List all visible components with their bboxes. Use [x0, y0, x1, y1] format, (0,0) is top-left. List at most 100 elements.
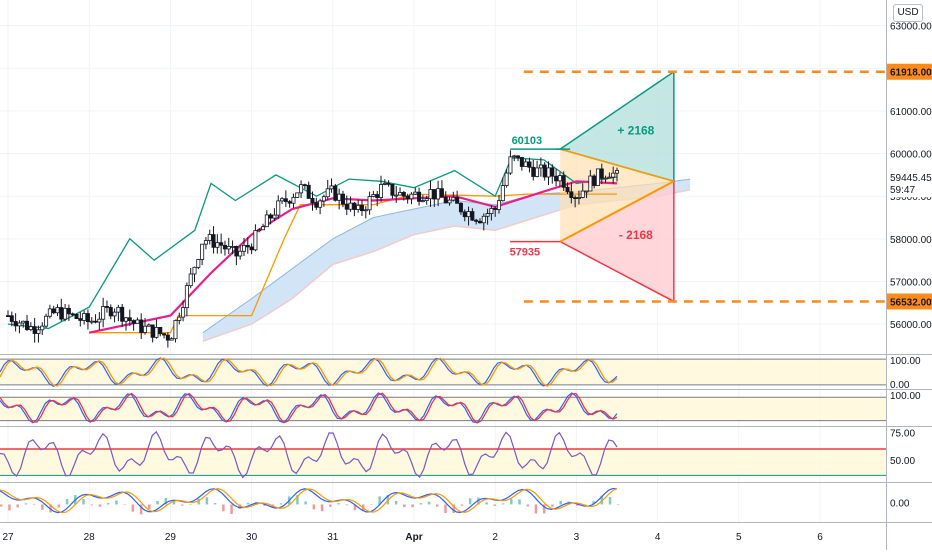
macd-histogram-bar	[8, 504, 11, 511]
macd-histogram-bar	[263, 504, 266, 506]
candle-body	[413, 191, 418, 195]
oscillator-band	[0, 397, 886, 421]
high-label: 60103	[512, 135, 543, 147]
candle-body	[120, 306, 125, 322]
candle-body	[531, 166, 536, 177]
candle-body	[207, 234, 212, 241]
candle-body	[580, 190, 585, 198]
candle-body	[59, 307, 64, 320]
time-tick-label: 31	[327, 532, 339, 543]
currency-button[interactable]: USD	[893, 4, 923, 22]
candle-body	[219, 242, 224, 246]
candle-body	[466, 211, 471, 218]
oscillator-tick-label: 100.00	[890, 356, 921, 367]
candle-body	[439, 188, 444, 198]
support-line	[559, 180, 675, 243]
time-tick-label: 5	[736, 532, 742, 543]
macd-histogram-bar	[246, 502, 250, 505]
macd-histogram-bar	[575, 504, 579, 506]
candle-body	[188, 273, 193, 287]
projection-tool[interactable]	[510, 70, 886, 303]
candle-body	[299, 184, 304, 194]
pattern-triangle	[560, 149, 674, 242]
time-tick-label: Apr	[405, 532, 422, 543]
macd-histogram-bar	[534, 504, 538, 514]
candle-body	[508, 156, 513, 174]
candle-body	[230, 245, 235, 248]
oscillator-tick-label: 75.00	[890, 429, 915, 440]
macd-histogram-bar	[24, 503, 28, 505]
price-tick-label: 61000.00	[890, 107, 932, 118]
macd-histogram-bar	[16, 504, 19, 508]
macd-histogram-bar	[411, 504, 414, 508]
oscillator-panes	[0, 357, 886, 515]
candle-body	[318, 200, 323, 208]
macd-histogram-bar	[172, 501, 176, 505]
candle-body	[371, 194, 376, 197]
candle-body	[470, 211, 475, 221]
candle-body	[527, 161, 532, 168]
candle-body	[200, 243, 205, 260]
candle-body	[485, 213, 490, 217]
macd-histogram-bar	[189, 504, 192, 505]
candle-body	[245, 244, 250, 248]
candle-body	[97, 318, 102, 323]
oscillator-band	[0, 449, 886, 476]
macd-histogram-bar	[345, 504, 349, 506]
candle-body	[306, 184, 311, 199]
candle-body	[409, 193, 414, 200]
candle-body	[257, 229, 262, 232]
candle-body	[131, 320, 136, 324]
time-axis[interactable]: 27 28 29 30 31 Apr 2 3 4 5 6	[2, 532, 823, 543]
candle-body	[192, 266, 197, 275]
oscillator-tick-label: 100.00	[890, 391, 921, 402]
macd-histogram-bar	[205, 497, 209, 505]
candle-body	[607, 176, 612, 179]
oscillator-line	[0, 430, 618, 479]
macd-histogram-bar	[238, 504, 242, 510]
macd-histogram-bar	[378, 496, 381, 505]
candle-body	[93, 320, 98, 323]
current-price-tag-bg	[887, 169, 932, 198]
macd-histogram-bar	[518, 499, 521, 505]
candle-body	[184, 285, 189, 309]
macd-histogram-bar	[608, 496, 612, 505]
macd-histogram-bar	[180, 504, 184, 506]
candle-body	[375, 194, 380, 198]
candle-body	[390, 183, 395, 196]
price-tick-label: 56000.00	[890, 320, 932, 331]
lower-target-tag: 56532.00	[890, 297, 932, 308]
macd-histogram-bar	[139, 504, 143, 515]
macd-histogram-bar	[106, 502, 110, 505]
macd-histogram-bar	[123, 504, 126, 505]
candle-body	[101, 306, 106, 320]
oscillator-signal-line	[0, 392, 618, 424]
candlesticks	[6, 150, 620, 348]
candle-body	[340, 193, 345, 205]
candle-body	[398, 192, 403, 196]
candle-body	[436, 188, 441, 200]
price-tick-label: 59000.00	[890, 192, 932, 203]
time-tick-label: 30	[246, 532, 258, 543]
candle-body	[561, 175, 566, 188]
macd-histogram-bar	[320, 504, 324, 512]
macd-histogram-bar	[41, 504, 44, 510]
macd-histogram-bar	[312, 504, 316, 510]
price-axis[interactable]: 63000.0062000.0061000.0060000.0059000.00…	[890, 22, 932, 510]
candle-body	[458, 202, 463, 213]
candle-body	[310, 197, 315, 204]
candle-body	[9, 315, 14, 322]
macd-histogram-bar	[57, 504, 61, 508]
candle-body	[226, 246, 231, 250]
candle-body	[104, 306, 109, 308]
candle-body	[603, 177, 608, 180]
macd-histogram-bar	[337, 503, 340, 505]
candle-body	[112, 311, 117, 317]
candle-body	[382, 182, 387, 185]
candle-body	[181, 307, 186, 318]
time-tick-label: 29	[165, 532, 177, 543]
candle-body	[280, 198, 285, 202]
gridlines	[0, 0, 886, 522]
macd-histogram-bar	[501, 503, 505, 505]
